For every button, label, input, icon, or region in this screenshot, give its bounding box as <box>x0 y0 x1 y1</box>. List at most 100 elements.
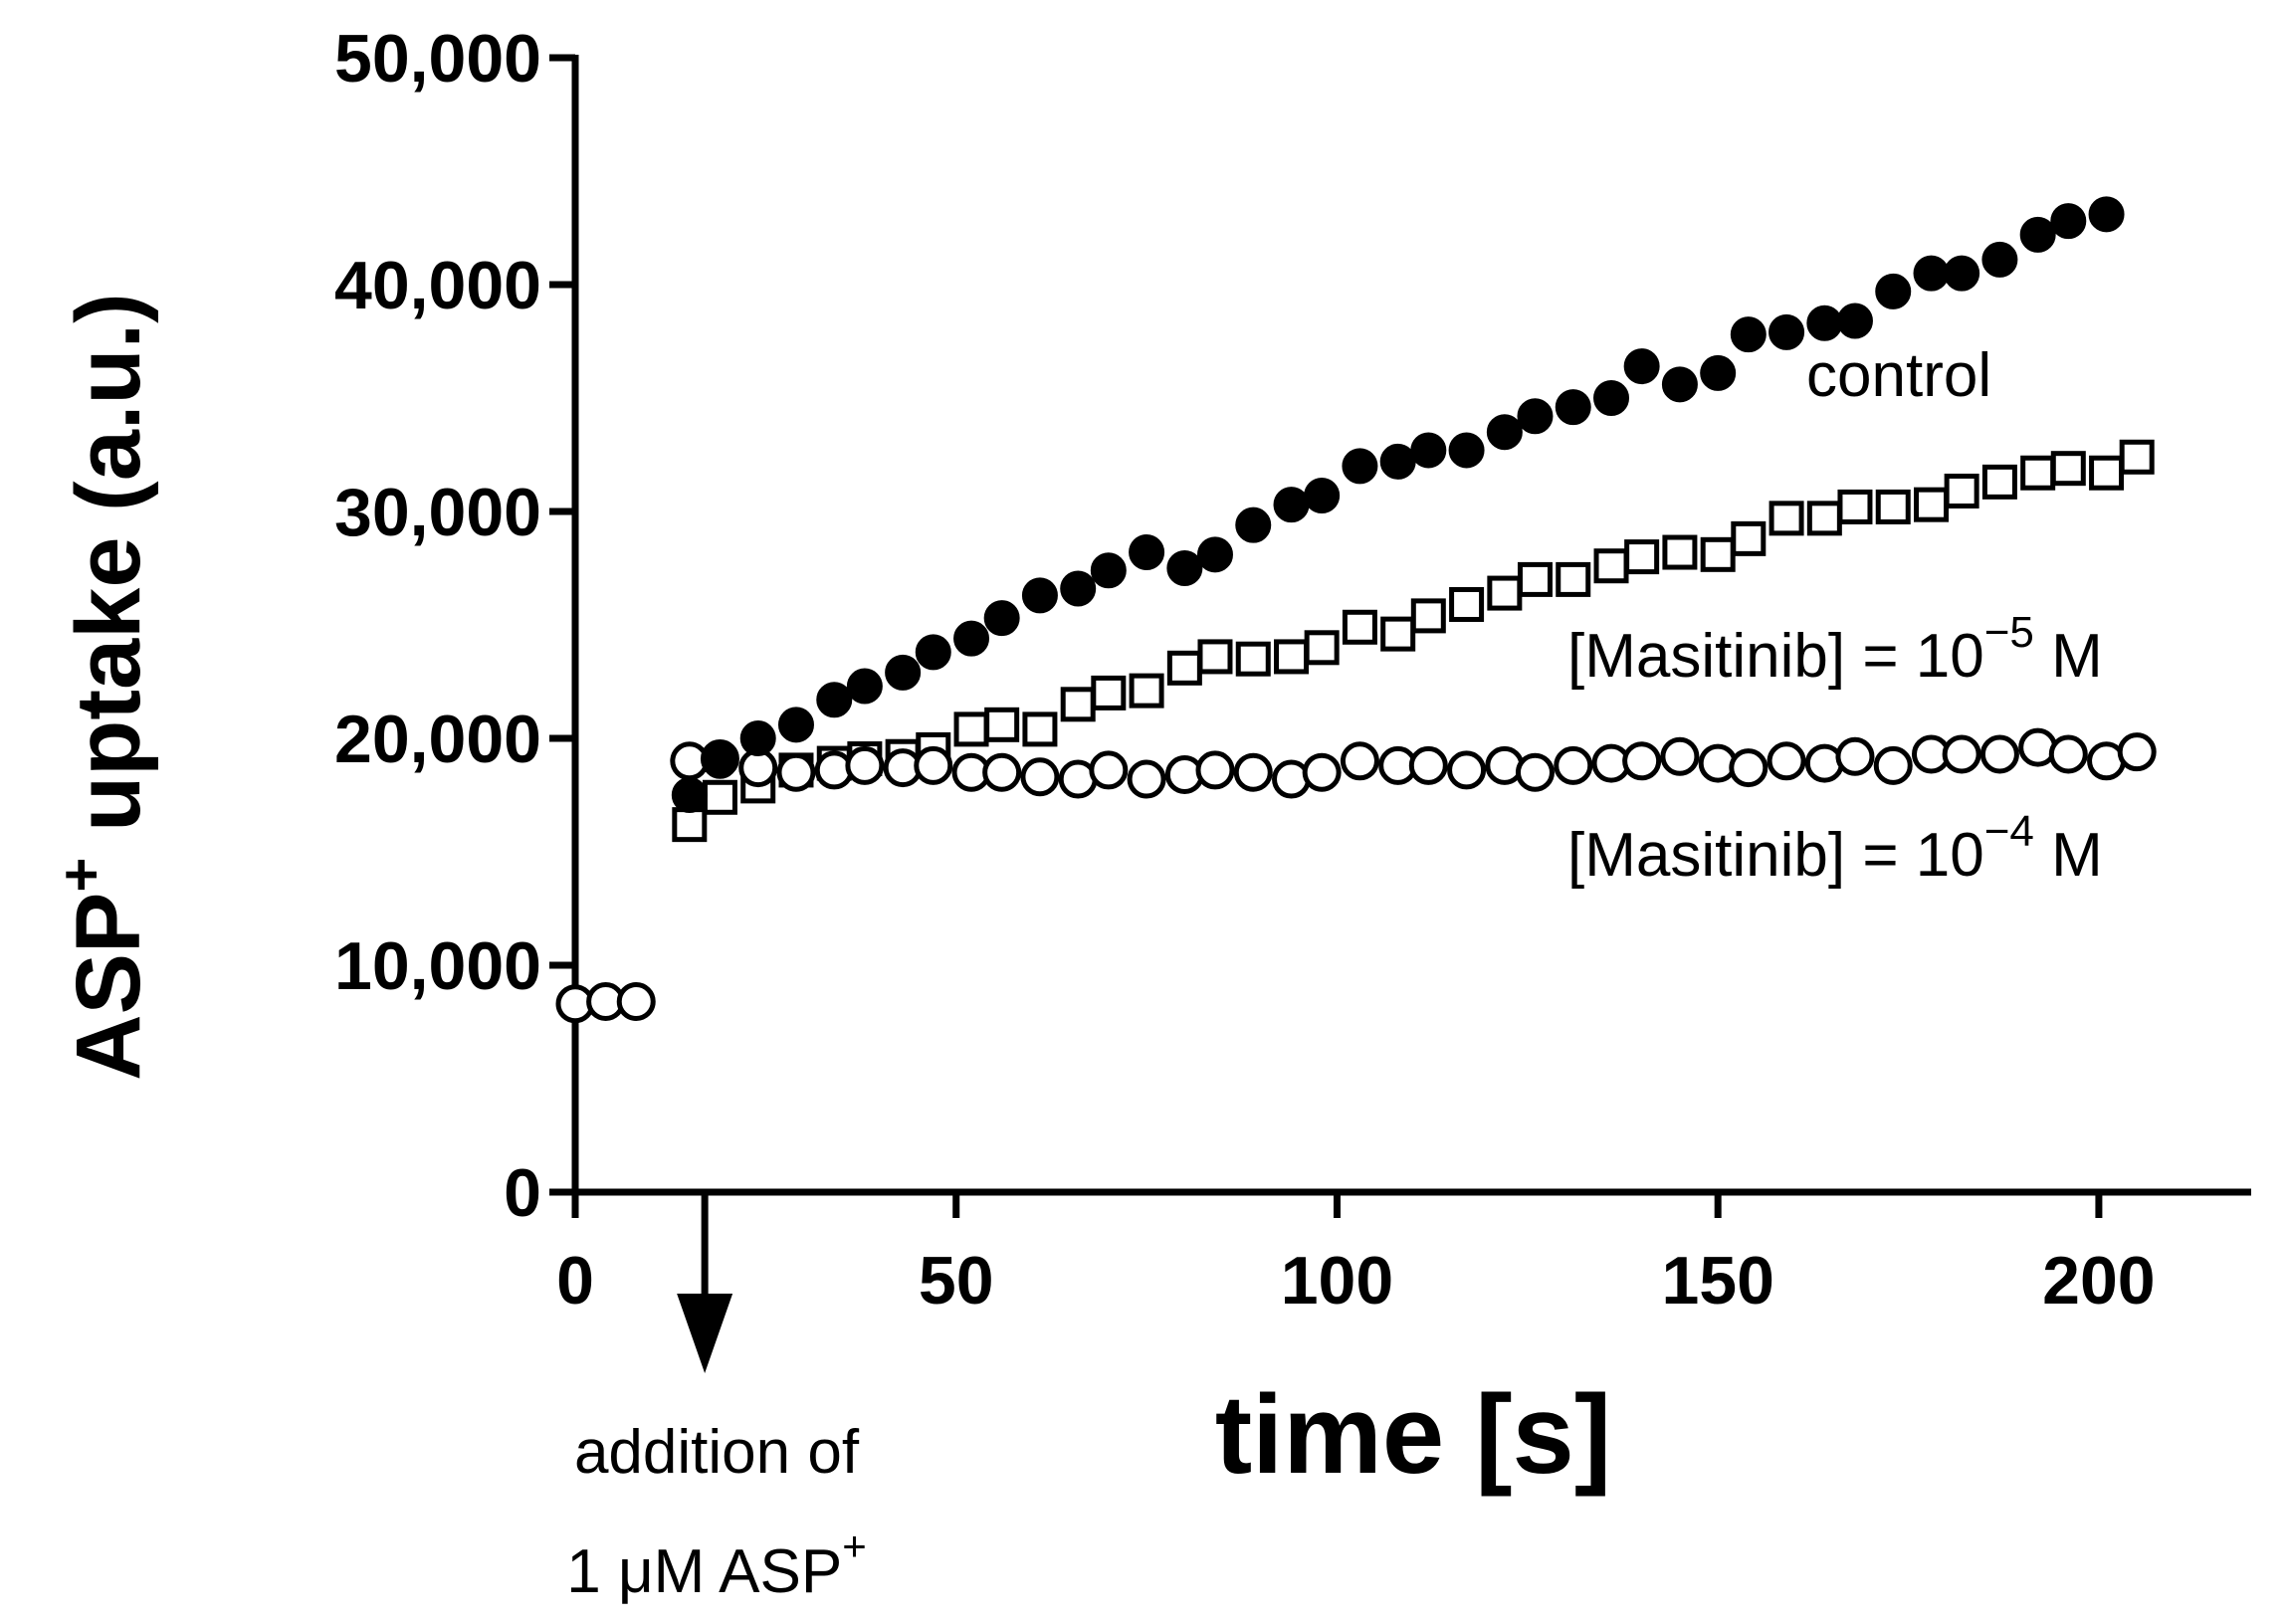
control-point <box>846 668 883 705</box>
masitinib-1e-5-point <box>1274 639 1310 675</box>
masitinib-1e-5-point <box>953 711 989 747</box>
masitinib-1e-5-point <box>1662 534 1698 570</box>
masitinib-1e-5-point <box>2020 455 2056 491</box>
masitinib-1e-5-point <box>1556 561 1591 597</box>
x-tick-label: 150 <box>1661 1243 1773 1319</box>
baseline-point <box>616 981 656 1021</box>
control-point <box>739 720 776 756</box>
masitinib-1e-4-point <box>845 745 885 785</box>
y-axis-title: ASP+ uptake (a.u.) <box>48 293 159 1081</box>
control-point <box>1166 550 1203 586</box>
control-point <box>1129 534 1165 571</box>
series-label-masitinib-1e-5-exp: −5 <box>1984 608 2034 657</box>
control-point <box>1944 255 1980 292</box>
x-tick-label: 0 <box>556 1243 594 1319</box>
masitinib-1e-5-point <box>1449 586 1485 622</box>
masitinib-1e-4-point <box>1302 752 1342 792</box>
masitinib-1e-4-point <box>2048 734 2088 774</box>
masitinib-1e-4-point <box>1835 736 1875 776</box>
masitinib-1e-5-point <box>1700 536 1736 572</box>
control-point <box>1769 313 1805 350</box>
y-tick-label: 20,000 <box>334 702 541 777</box>
annotation-arrow-head <box>677 1294 733 1373</box>
series-label-masitinib-1e-4: [Masitinib] = 10−4 M <box>1567 807 2103 890</box>
masitinib-1e-5-point <box>672 807 708 843</box>
control-point <box>915 634 951 671</box>
masitinib-1e-5-point <box>1517 561 1553 597</box>
annotation-line2-sup: + <box>842 1522 867 1569</box>
masitinib-1e-4-point <box>1873 745 1913 785</box>
masitinib-1e-4-point <box>1515 752 1555 792</box>
control-point <box>983 600 1020 637</box>
control-point <box>1913 255 1950 292</box>
masitinib-1e-4-point <box>1020 757 1060 797</box>
masitinib-1e-5-point <box>1410 598 1446 634</box>
y-tick-label: 40,000 <box>334 248 541 323</box>
masitinib-1e-5-point <box>1166 650 1202 686</box>
masitinib-1e-4-point <box>1340 741 1379 781</box>
annotation-line1: addition of <box>574 1418 860 1487</box>
masitinib-1e-5-point <box>1304 630 1340 666</box>
masitinib-1e-4-point <box>1089 750 1129 790</box>
control-point <box>777 707 814 743</box>
series-label-masitinib-1e-4-main: [Masitinib] = 10 <box>1567 821 1984 890</box>
masitinib-1e-5-point <box>1806 501 1842 536</box>
annotation-line2-main: 1 μM ASP <box>566 1537 842 1606</box>
x-tick-label: 50 <box>919 1243 994 1319</box>
masitinib-1e-5-point <box>1981 464 2017 500</box>
masitinib-1e-4-point <box>1767 741 1806 781</box>
masitinib-1e-4-point <box>776 752 816 792</box>
masitinib-1e-5-point <box>2089 455 2125 491</box>
masitinib-1e-5-point <box>2119 439 2155 475</box>
masitinib-1e-4-point <box>1408 745 1448 785</box>
series-label-masitinib-1e-4-unit: M <box>2034 821 2103 890</box>
masitinib-1e-5-point <box>1624 539 1660 575</box>
control-point <box>1021 577 1058 614</box>
masitinib-1e-5-point <box>1060 687 1096 722</box>
masitinib-1e-5-point <box>1769 501 1804 536</box>
y-axis-title-sup: + <box>48 858 114 893</box>
control-point <box>1304 478 1341 514</box>
series-label-masitinib-1e-5: [Masitinib] = 10−5 M <box>1567 608 2103 691</box>
masitinib-1e-4-point <box>1554 745 1593 785</box>
x-tick-label: 100 <box>1281 1243 1393 1319</box>
masitinib-1e-4-point <box>1622 741 1662 781</box>
annotation-line2: 1 μM ASP+ <box>566 1522 866 1606</box>
control-point <box>1806 304 1843 341</box>
series-label-masitinib-1e-5-unit: M <box>2034 622 2103 691</box>
masitinib-1e-4-point <box>1979 734 2019 774</box>
control-point <box>1875 273 1912 309</box>
control-point <box>1517 398 1554 435</box>
masitinib-1e-4-point <box>914 745 953 785</box>
y-tick-label: 50,000 <box>334 21 541 97</box>
control-point <box>1981 241 2018 278</box>
control-point <box>1661 366 1698 403</box>
masitinib-1e-5-point <box>1731 520 1767 556</box>
control-point <box>1448 432 1485 469</box>
series-label-control: control <box>1806 341 1991 410</box>
masitinib-1e-4-point <box>982 752 1022 792</box>
control-point <box>885 654 922 691</box>
masitinib-1e-5-point <box>1129 673 1164 709</box>
masitinib-1e-5-point <box>1593 548 1629 584</box>
masitinib-1e-5-point <box>1342 609 1377 645</box>
y-axis-title-rest: uptake (a.u.) <box>58 293 159 857</box>
control-point <box>1410 432 1447 469</box>
control-point <box>1090 552 1127 589</box>
masitinib-1e-4-point <box>1660 736 1700 776</box>
masitinib-1e-5-point <box>702 779 737 815</box>
masitinib-1e-5-point <box>1944 473 1979 508</box>
masitinib-1e-4-point <box>1729 748 1769 788</box>
masitinib-1e-5-point <box>1091 675 1127 710</box>
control-point <box>1486 414 1523 451</box>
control-point <box>2050 203 2087 240</box>
control-point <box>1379 443 1416 480</box>
control-point <box>1196 536 1233 573</box>
masitinib-1e-4-point <box>1233 752 1273 792</box>
masitinib-1e-5-point <box>1235 641 1271 677</box>
control-point <box>1593 380 1630 416</box>
masitinib-1e-5-point <box>2050 451 2086 487</box>
masitinib-1e-5-point <box>1487 575 1523 611</box>
